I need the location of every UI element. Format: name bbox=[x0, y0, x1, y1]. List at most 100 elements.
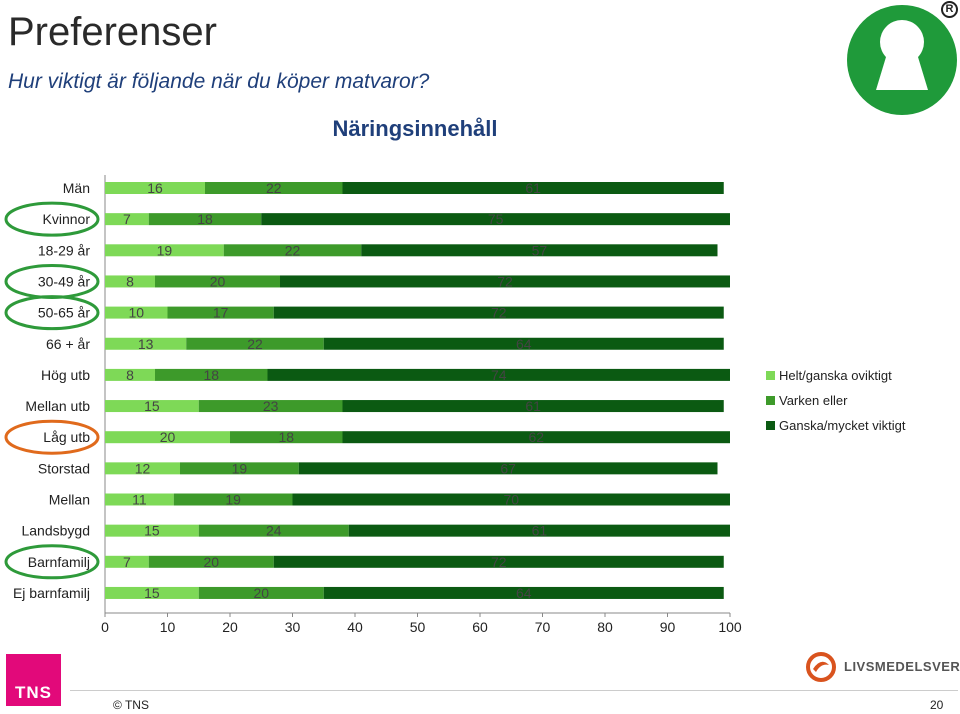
data-label: 64 bbox=[516, 585, 532, 601]
tns-logo: TNS bbox=[6, 654, 61, 706]
data-label: 72 bbox=[491, 305, 507, 321]
data-label: 61 bbox=[532, 523, 548, 539]
bar-segment bbox=[186, 337, 324, 350]
category-label: Storstad bbox=[38, 460, 90, 476]
legend-label: Helt/ganska oviktigt bbox=[779, 368, 892, 383]
category-label: 66 + år bbox=[46, 336, 90, 352]
bar-segment bbox=[173, 493, 293, 506]
x-tick-label: 0 bbox=[101, 619, 109, 635]
data-label: 67 bbox=[500, 460, 516, 476]
bar-segment bbox=[348, 524, 730, 537]
category-label: Hög utb bbox=[41, 367, 90, 383]
keyhole-logo-icon bbox=[847, 5, 957, 115]
bar-segment bbox=[105, 368, 155, 381]
data-label: 16 bbox=[147, 180, 163, 196]
data-label: 20 bbox=[160, 429, 176, 445]
bar-segment bbox=[105, 493, 174, 506]
data-label: 7 bbox=[123, 554, 131, 570]
x-tick-label: 80 bbox=[597, 619, 613, 635]
data-label: 72 bbox=[491, 554, 507, 570]
data-label: 62 bbox=[528, 429, 544, 445]
x-tick-label: 60 bbox=[472, 619, 488, 635]
bar-segment bbox=[148, 555, 274, 568]
bar-segment bbox=[198, 586, 324, 599]
bar-segment bbox=[155, 368, 268, 381]
bar-segment bbox=[323, 586, 724, 599]
bar-segment bbox=[323, 337, 724, 350]
data-label: 75 bbox=[488, 211, 504, 227]
bar-segment bbox=[105, 182, 205, 194]
bar-segment bbox=[342, 431, 730, 444]
bar-segment bbox=[205, 182, 343, 194]
data-label: 18 bbox=[203, 367, 219, 383]
data-label: 22 bbox=[285, 242, 301, 258]
livsmedelsverket-text: LIVSMEDELSVERKET bbox=[844, 659, 960, 674]
x-tick-label: 20 bbox=[222, 619, 238, 635]
bar-segment bbox=[148, 213, 262, 226]
page-title: Preferenser bbox=[8, 10, 217, 54]
category-label: Mellan utb bbox=[25, 398, 90, 414]
data-label: 7 bbox=[123, 211, 131, 227]
data-label: 61 bbox=[525, 180, 541, 196]
x-tick-label: 90 bbox=[660, 619, 676, 635]
highlight-circle bbox=[4, 544, 100, 580]
bar-segment bbox=[105, 462, 180, 475]
data-label: 70 bbox=[503, 492, 519, 508]
bar-segment bbox=[105, 524, 199, 537]
data-label: 74 bbox=[491, 367, 507, 383]
x-tick-label: 50 bbox=[410, 619, 426, 635]
x-tick-label: 40 bbox=[347, 619, 363, 635]
bar-segment bbox=[342, 400, 724, 413]
bar-segment bbox=[198, 524, 349, 537]
page-subtitle: Hur viktigt är följande när du köper mat… bbox=[8, 70, 430, 93]
category-label: Barnfamilj bbox=[28, 554, 90, 570]
category-label: Låg utb bbox=[43, 429, 90, 445]
category-label: Kvinnor bbox=[43, 211, 91, 227]
bar-segment bbox=[155, 275, 280, 288]
data-label: 8 bbox=[126, 367, 134, 383]
tns-logo-text: TNS bbox=[15, 683, 52, 702]
data-label: 15 bbox=[144, 523, 160, 539]
data-label: 20 bbox=[210, 273, 226, 289]
category-label: Män bbox=[63, 180, 90, 196]
data-label: 19 bbox=[232, 460, 248, 476]
bar-segment bbox=[298, 462, 718, 475]
data-label: 15 bbox=[144, 398, 160, 414]
highlight-circle bbox=[4, 419, 100, 455]
legend-swatch bbox=[766, 396, 775, 405]
bar-segment bbox=[105, 275, 155, 288]
bar-segment bbox=[105, 213, 149, 226]
bar-segment bbox=[105, 337, 187, 350]
data-label: 57 bbox=[532, 242, 548, 258]
data-label: 24 bbox=[266, 523, 282, 539]
highlight-circle bbox=[4, 295, 100, 331]
data-label: 19 bbox=[157, 242, 173, 258]
footer-divider bbox=[70, 690, 958, 691]
data-label: 61 bbox=[525, 398, 541, 414]
legend-swatch bbox=[766, 371, 775, 380]
bar-segment bbox=[267, 368, 730, 381]
legend-label: Ganska/mycket viktigt bbox=[779, 418, 906, 433]
bar-segment bbox=[223, 244, 362, 257]
x-tick-label: 100 bbox=[718, 619, 742, 635]
category-label: 30-49 år bbox=[38, 273, 90, 289]
bar-segment bbox=[273, 555, 724, 568]
data-label: 18 bbox=[197, 211, 213, 227]
bar-segment bbox=[180, 462, 299, 475]
data-label: 20 bbox=[203, 554, 219, 570]
category-label: 50-65 år bbox=[38, 305, 90, 321]
data-label: 8 bbox=[126, 273, 134, 289]
data-label: 23 bbox=[263, 398, 279, 414]
bar-segment bbox=[273, 306, 724, 319]
data-label: 11 bbox=[132, 492, 147, 508]
bar-segment bbox=[198, 400, 343, 413]
page-number: 20 bbox=[930, 698, 944, 712]
data-label: 13 bbox=[138, 336, 154, 352]
data-label: 18 bbox=[278, 429, 294, 445]
bar-segment bbox=[280, 275, 730, 288]
x-tick-label: 30 bbox=[285, 619, 301, 635]
copyright-text: © TNS bbox=[113, 698, 149, 712]
bar-segment bbox=[167, 306, 274, 319]
bar-segment bbox=[105, 400, 199, 413]
